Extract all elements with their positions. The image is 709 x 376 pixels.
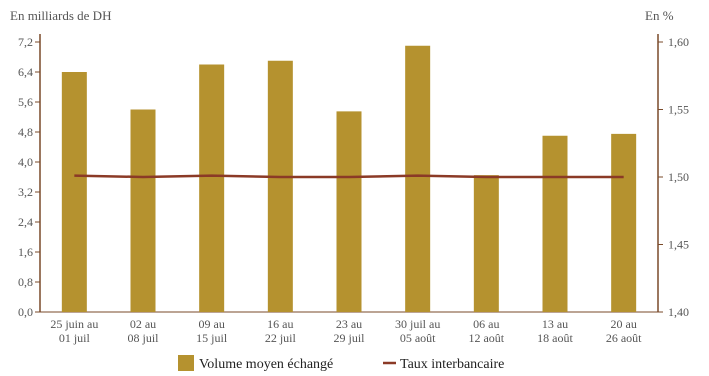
x-tick-label: 09 au 15 juil <box>196 317 228 345</box>
x-tick-label: 23 au 29 juil <box>333 317 365 345</box>
left-tick-label: 4,0 <box>18 155 33 169</box>
left-tick-label: 4,8 <box>18 125 33 139</box>
x-tick-label: 16 au 22 juil <box>265 317 297 345</box>
right-tick-label: 1,55 <box>668 103 689 117</box>
legend-swatch-volume <box>178 355 194 371</box>
legend-label-rate: Taux interbancaire <box>400 357 504 372</box>
x-tick-label: 30 juil au 05 août <box>395 317 440 345</box>
left-tick-label: 7,2 <box>18 35 33 49</box>
left-tick-label: 2,4 <box>18 215 33 229</box>
right-tick-label: 1,60 <box>668 35 689 49</box>
x-tick-label: 06 au 12 août <box>468 317 504 345</box>
legend-label-volume: Volume moyen échangé <box>199 357 333 372</box>
bar <box>199 64 225 312</box>
x-tick-label: 13 au 18 août <box>537 317 573 345</box>
left-tick-label: 0,8 <box>18 275 33 289</box>
x-tick-label: 25 juin au 01 juil <box>50 317 98 345</box>
right-axis: 1,40 1,45 1,50 1,55 1,60 <box>657 34 689 319</box>
bar <box>61 72 87 312</box>
right-tick-label: 1,50 <box>668 170 689 184</box>
right-axis-title: En % <box>645 8 674 23</box>
left-axis-title: En milliards de DH <box>10 8 111 23</box>
bar <box>130 109 156 312</box>
right-tick-label: 1,40 <box>668 305 689 319</box>
left-tick-label: 5,6 <box>18 95 33 109</box>
rate-line <box>74 174 624 179</box>
left-axis: 0,0 0,8 1,6 2,4 3,2 4,0 4,8 5,6 6,4 7,2 <box>18 34 658 319</box>
legend: Volume moyen échangé Taux interbancaire <box>178 355 504 372</box>
left-tick-label: 0,0 <box>18 305 33 319</box>
left-tick-label: 3,2 <box>18 185 33 199</box>
bar <box>611 133 637 312</box>
right-tick-label: 1,45 <box>668 238 689 252</box>
bar <box>473 175 499 312</box>
line-series <box>74 174 624 179</box>
x-axis-labels: 25 juin au 01 juil 02 au 08 juil 09 au 15 jui… <box>50 317 642 345</box>
bar <box>405 45 431 312</box>
bar-series <box>61 45 637 312</box>
bar <box>267 60 293 312</box>
left-tick-label: 1,6 <box>18 245 33 259</box>
bar <box>336 111 362 312</box>
bar <box>542 135 568 312</box>
left-tick-label: 6,4 <box>18 65 33 79</box>
x-tick-label: 20 au 26 août <box>606 317 642 345</box>
x-tick-label: 02 au 08 juil <box>127 317 159 345</box>
